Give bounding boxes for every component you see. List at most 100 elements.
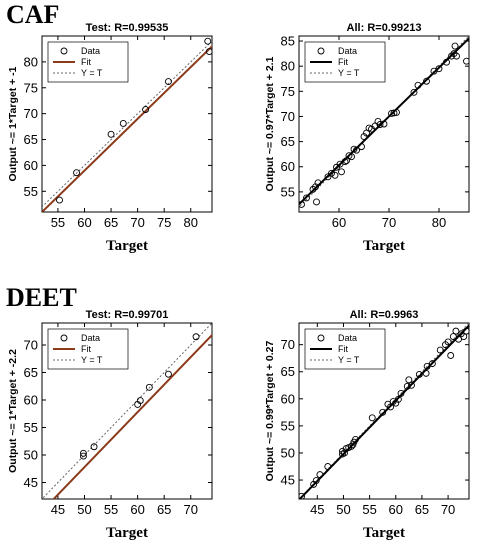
legend-entry: Y = T: [81, 355, 103, 365]
data-point: [436, 346, 444, 354]
data-point: [338, 168, 345, 176]
fit-line: [52, 333, 212, 499]
plot-content: [299, 36, 469, 208]
data-point: [145, 383, 153, 391]
y-tick-label: 60: [281, 159, 295, 174]
data-point: [452, 327, 460, 335]
chart-1: Test: R=0.99535 55 60 65 70 75 80 55 60 65 70 75 80 T…: [7, 22, 213, 254]
y-tick-label: 65: [281, 364, 295, 379]
x-tick-label: 70: [130, 215, 144, 230]
y-tick-label: 65: [281, 134, 295, 149]
data-point: [460, 333, 468, 340]
data-point: [107, 130, 115, 138]
x-tick-label: 60: [130, 502, 144, 517]
data-point: [422, 369, 430, 377]
y-tick-label: 80: [24, 54, 38, 69]
y-tick-label: 80: [281, 59, 295, 74]
x-axis-label: Target: [106, 238, 148, 254]
x-tick-label: 70: [382, 215, 396, 230]
y-tick-label: 60: [24, 393, 38, 408]
plot-content: [42, 323, 212, 499]
data-point: [312, 477, 320, 485]
fit-line: [42, 44, 212, 212]
data-point: [360, 133, 368, 141]
data-point: [136, 397, 144, 404]
legend-data-marker: [60, 47, 68, 55]
x-tick-label: 55: [104, 502, 118, 517]
data-point: [390, 109, 398, 117]
data-point: [455, 335, 462, 343]
data-point: [447, 352, 455, 359]
x-tick-label: 65: [157, 502, 171, 517]
data-point: [341, 449, 348, 457]
data-point: [90, 443, 98, 451]
data-point: [324, 173, 332, 181]
data-point: [463, 57, 469, 65]
x-tick-label: 45: [310, 502, 324, 517]
plot-content: [42, 37, 212, 212]
data-point: [451, 42, 459, 50]
y-tick-label: 65: [24, 365, 38, 380]
y-tick-label: 70: [24, 106, 38, 121]
data-point: [204, 37, 212, 45]
section-label-deet: DEET: [6, 283, 77, 312]
data-point: [428, 360, 436, 368]
y-tick-label: 55: [24, 420, 38, 435]
y-tick-label: 70: [24, 338, 38, 353]
legend-entry: Data: [338, 333, 357, 343]
legend-entry: Fit: [338, 344, 348, 354]
y-tick-label: 50: [281, 445, 295, 460]
x-tick-label: 80: [432, 215, 446, 230]
legend-data-marker: [60, 334, 68, 342]
data-point: [423, 77, 430, 85]
x-tick-label: 80: [184, 215, 198, 230]
data-point: [435, 65, 443, 73]
data-point: [309, 185, 317, 193]
legend-entry: Y = T: [81, 68, 103, 78]
y-axis-label: Output ~= 1*Target + -2.2: [7, 349, 19, 473]
data-point: [79, 452, 87, 460]
data-point: [299, 201, 305, 208]
legend-entry: Fit: [338, 57, 348, 67]
x-tick-label: 55: [362, 502, 376, 517]
x-tick-label: 50: [77, 502, 91, 517]
data-point: [142, 106, 150, 113]
y-tick-label: 45: [281, 473, 295, 488]
chart-title: All: R=0.99213: [347, 22, 422, 34]
y-tick-label: 85: [281, 34, 295, 49]
data-point: [192, 333, 200, 341]
data-point: [324, 463, 332, 470]
y-tick-label: 70: [281, 109, 295, 124]
data-point: [314, 179, 322, 187]
y-tick-label: 60: [24, 158, 38, 173]
x-tick-label: 45: [51, 502, 65, 517]
y-tick-label: 60: [281, 391, 295, 406]
data-point: [205, 48, 212, 55]
data-point: [462, 327, 469, 335]
data-point: [358, 143, 365, 151]
data-point: [352, 435, 359, 443]
x-axis-label: Target: [106, 525, 148, 541]
legend-entry: Data: [81, 333, 100, 343]
legend-entry: Data: [81, 46, 100, 56]
y-axis-label: Output ~= 1*Target + -1: [7, 66, 19, 181]
data-point: [403, 382, 411, 390]
y-axis-label: Output ~= 0.97*Target + 2.1: [264, 56, 276, 191]
fit-line: [299, 37, 469, 206]
x-tick-label: 75: [157, 215, 171, 230]
x-tick-label: 65: [104, 215, 118, 230]
data-point: [449, 333, 457, 340]
data-point: [388, 109, 395, 117]
data-point: [164, 78, 172, 86]
data-point: [368, 414, 376, 422]
data-point: [341, 158, 349, 166]
y-tick-label: 55: [281, 418, 295, 433]
data-point: [397, 389, 405, 397]
y-tick-label: 70: [281, 337, 295, 352]
data-point: [379, 408, 387, 416]
x-tick-label: 60: [389, 502, 403, 517]
data-point: [348, 153, 355, 161]
data-point: [448, 52, 455, 60]
data-point: [73, 169, 80, 177]
data-point: [414, 81, 422, 89]
